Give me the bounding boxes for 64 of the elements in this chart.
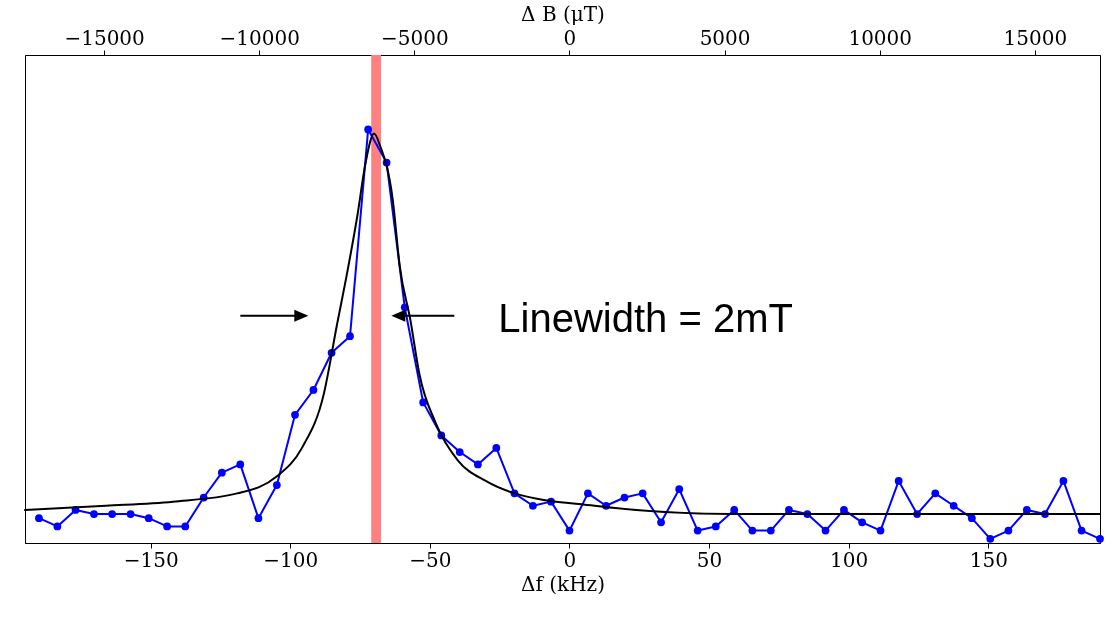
point xyxy=(931,489,940,498)
point xyxy=(986,535,995,543)
point xyxy=(1077,526,1086,535)
point xyxy=(1004,526,1013,535)
x2-axis-title: Δ B (μT) xyxy=(521,1,605,26)
point xyxy=(675,485,684,494)
point xyxy=(309,386,318,394)
point xyxy=(766,526,775,535)
point xyxy=(1059,477,1068,485)
point xyxy=(620,493,629,502)
point xyxy=(364,125,373,134)
point xyxy=(181,522,190,531)
point xyxy=(1022,506,1031,514)
x-tick-label: 50 xyxy=(696,547,723,572)
point xyxy=(876,526,885,535)
point xyxy=(217,468,226,477)
point xyxy=(474,460,482,469)
point xyxy=(53,522,62,531)
x2-tick-label: −5000 xyxy=(381,25,449,50)
x2-tick-label: 15000 xyxy=(1003,25,1068,50)
point xyxy=(967,514,976,523)
point xyxy=(711,522,720,531)
point xyxy=(291,410,299,419)
x2-tick-label: −10000 xyxy=(219,25,300,50)
x-tick-label: −50 xyxy=(409,547,452,572)
point xyxy=(858,518,866,527)
x-tick-label: 150 xyxy=(969,547,1008,572)
x2-tick-label: 10000 xyxy=(848,25,913,50)
point xyxy=(35,514,43,523)
x2-tick-label: 5000 xyxy=(699,25,751,50)
point xyxy=(638,489,647,498)
point xyxy=(584,489,592,498)
point xyxy=(730,506,739,514)
point xyxy=(785,506,793,514)
point xyxy=(346,332,354,341)
annotation: Linewidth = 2mT xyxy=(498,295,793,340)
x2-tick-label: 0 xyxy=(563,25,577,50)
point xyxy=(419,398,428,407)
point xyxy=(657,518,665,527)
point xyxy=(254,514,263,523)
point xyxy=(529,501,537,510)
point xyxy=(821,526,830,535)
point xyxy=(565,526,574,535)
point xyxy=(693,526,702,535)
point xyxy=(236,460,245,469)
x-tick-label: 0 xyxy=(563,547,577,572)
point xyxy=(272,481,281,489)
point xyxy=(163,522,171,531)
point xyxy=(949,501,958,510)
point xyxy=(492,444,501,452)
point xyxy=(90,510,98,518)
point xyxy=(108,510,116,518)
point xyxy=(126,510,135,518)
x-tick-label: 100 xyxy=(830,547,869,572)
x-axis-title: Δf (kHz) xyxy=(521,571,605,596)
point xyxy=(894,477,903,485)
x-tick-label: −100 xyxy=(263,547,319,572)
point xyxy=(455,448,464,456)
point xyxy=(748,526,757,535)
point xyxy=(1096,535,1104,543)
x2-tick-label: −15000 xyxy=(64,25,145,50)
x-tick-label: −150 xyxy=(123,547,179,572)
point xyxy=(840,506,848,514)
point xyxy=(144,514,153,523)
